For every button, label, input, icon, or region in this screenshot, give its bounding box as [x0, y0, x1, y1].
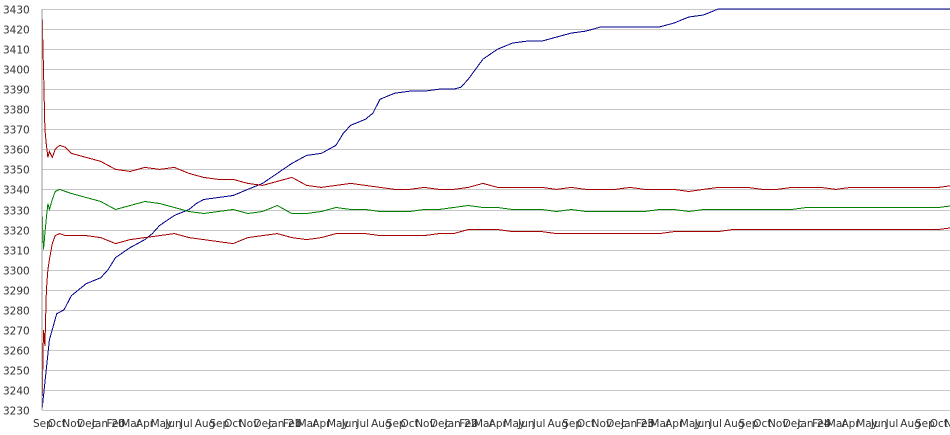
- x-tick-label: Apr: [665, 418, 684, 430]
- x-tick-label: Sep: [33, 418, 53, 430]
- x-tick-label: May: [856, 418, 878, 430]
- y-gridlines: [42, 9, 950, 411]
- x-tick-label: Mar: [474, 418, 494, 430]
- x-tick-label: Jul: [708, 418, 722, 430]
- x-tick-label: Oct: [753, 418, 771, 430]
- x-tick-label: Oct: [577, 418, 595, 430]
- x-tick-label: Jan 23: [620, 418, 654, 430]
- y-tick-label: 3260: [3, 346, 30, 358]
- x-tick-label: Apr: [842, 418, 861, 430]
- x-tick-label: Jun: [694, 418, 711, 430]
- y-tick-label: 3250: [3, 366, 30, 378]
- x-tick-label: Nov: [415, 418, 436, 430]
- x-tick-label: Jun: [164, 418, 181, 430]
- x-tick-label: Jun: [341, 418, 358, 430]
- x-tick-label: Apr: [136, 418, 155, 430]
- y-tick-label: 3380: [3, 105, 30, 117]
- x-tick-label: Dec: [77, 418, 98, 430]
- series-line-1: [41, 8, 950, 411]
- y-tick-label: 3300: [3, 266, 30, 278]
- y-tick-label: 3270: [3, 326, 30, 338]
- y-tick-label: 3360: [3, 145, 30, 157]
- x-tick-label: Oct: [224, 418, 242, 430]
- y-tick-label: 3420: [3, 25, 30, 37]
- y-tick-label: 3410: [3, 45, 30, 57]
- y-tick-label: 3390: [3, 85, 30, 97]
- x-tick-label: Feb: [459, 418, 478, 430]
- x-tick-label: Dec: [254, 418, 275, 430]
- x-tick-label: Oct: [401, 418, 419, 430]
- x-tick-label: Nov: [768, 418, 789, 430]
- y-tick-label: 3340: [3, 185, 30, 197]
- y-tick-label: 3310: [3, 246, 30, 258]
- x-tick-label: Jul: [885, 418, 899, 430]
- x-tick-label: Jul: [355, 418, 369, 430]
- x-tick-label: Nov: [944, 418, 950, 430]
- x-tick-label: Mar: [298, 418, 318, 430]
- y-tick-label: 3240: [3, 386, 30, 398]
- x-tick-label: Oct: [48, 418, 66, 430]
- x-tick-label: Jun: [517, 418, 534, 430]
- x-tick-label: Aug: [195, 418, 216, 430]
- x-tick-label: Mar: [650, 418, 670, 430]
- x-tick-label: Aug: [548, 418, 569, 430]
- x-tick-label: Jan 20: [91, 418, 125, 430]
- y-tick-label: 3230: [3, 406, 30, 418]
- y-axis-tick-labels: 3230 3240 3250 3260 3270 3280 3290 3300 3310 3320…: [3, 5, 30, 418]
- x-tick-label: Mar: [827, 418, 847, 430]
- x-tick-label: Dec: [430, 418, 451, 430]
- x-tick-label: Sep: [739, 418, 759, 430]
- x-tick-label: Aug: [371, 418, 392, 430]
- x-tick-label: Apr: [489, 418, 508, 430]
- x-tick-label: May: [151, 418, 173, 430]
- series-line-4: [41, 227, 950, 411]
- x-tick-label: Feb: [107, 418, 126, 430]
- x-tick-label: May: [503, 418, 525, 430]
- x-tick-label: Sep: [562, 418, 582, 430]
- y-tick-label: 3430: [3, 5, 30, 17]
- x-tick-label: Aug: [900, 418, 921, 430]
- x-tick-label: Sep: [209, 418, 229, 430]
- y-tick-label: 3400: [3, 65, 30, 77]
- series-line-3: [41, 188, 950, 250]
- x-tick-label: Jul: [179, 418, 193, 430]
- x-tick-label: Aug: [724, 418, 745, 430]
- series-lines: [41, 8, 950, 411]
- x-tick-label: Oct: [930, 418, 948, 430]
- x-tick-label: Jan 24: [796, 418, 830, 430]
- x-tick-label: Nov: [62, 418, 83, 430]
- x-tick-label: Jul: [532, 418, 546, 430]
- series-line-2: [41, 8, 950, 193]
- y-tick-label: 3280: [3, 306, 30, 318]
- y-tick-label: 3320: [3, 226, 30, 238]
- x-tick-label: Mar: [121, 418, 141, 430]
- x-tick-label: Sep: [386, 418, 406, 430]
- x-tick-label: Feb: [812, 418, 831, 430]
- x-tick-label: Nov: [592, 418, 613, 430]
- x-tick-label: Sep: [915, 418, 935, 430]
- x-tick-label: Feb: [283, 418, 302, 430]
- x-tick-label: May: [327, 418, 349, 430]
- x-tick-label: Apr: [312, 418, 331, 430]
- x-tick-label: Jan 21: [267, 418, 301, 430]
- x-tick-label: Jan 22: [444, 418, 478, 430]
- x-tick-label: Feb: [636, 418, 655, 430]
- x-tick-label: Nov: [239, 418, 259, 430]
- y-tick-label: 3290: [3, 286, 30, 298]
- x-tick-label: Jun: [870, 418, 887, 430]
- x-tick-label: May: [680, 418, 702, 430]
- y-tick-label: 3370: [3, 125, 30, 137]
- y-tick-label: 3350: [3, 165, 30, 177]
- x-tick-label: Dec: [783, 418, 804, 430]
- x-tick-label: Dec: [606, 418, 627, 430]
- y-tick-label: 3330: [3, 206, 30, 218]
